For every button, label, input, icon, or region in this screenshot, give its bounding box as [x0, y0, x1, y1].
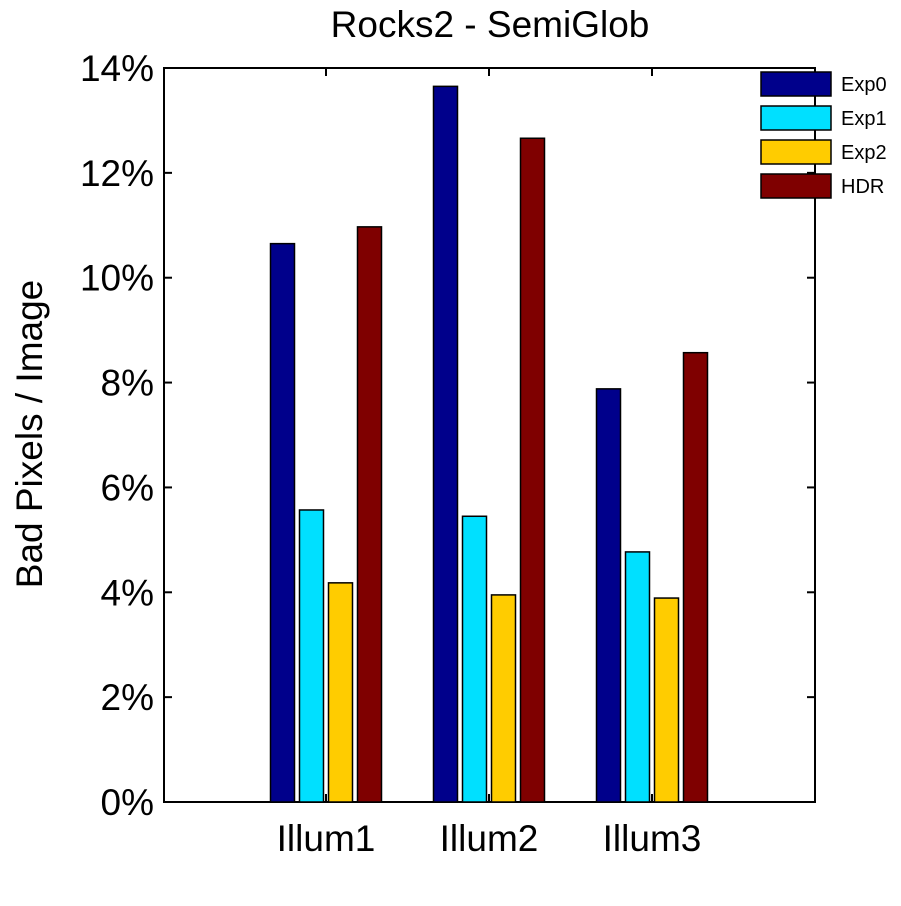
- chart-title: Rocks2 - SemiGlob: [331, 4, 650, 45]
- y-tick-label: 0%: [101, 782, 154, 823]
- bar-exp0-illum3: [595, 388, 622, 803]
- y-axis-label: Bad Pixels / Image: [9, 280, 50, 588]
- legend-swatch-hdr: [760, 173, 832, 199]
- legend-swatch-exp0: [760, 71, 832, 97]
- legend-label-exp1: Exp1: [841, 108, 887, 130]
- bar-exp2-illum1: [327, 582, 354, 803]
- bar-hdr-illum1: [356, 226, 383, 803]
- bar-exp1-illum3: [624, 551, 651, 803]
- x-tick-label: Illum3: [603, 818, 702, 859]
- legend-label-exp2: Exp2: [841, 142, 887, 164]
- legend-swatch-exp2: [760, 139, 832, 165]
- legend-label-exp0: Exp0: [841, 74, 887, 96]
- legend: Exp0 Exp1 Exp2 HDR: [760, 71, 887, 199]
- y-tick-label: 6%: [101, 467, 154, 508]
- plot-area: 0% 2% 4% 6% 8% 10% 12% 14% Illum1 Illum2 Illum3: [80, 48, 816, 859]
- legend-label-hdr: HDR: [841, 176, 884, 198]
- x-tick-label: Illum1: [277, 818, 376, 859]
- legend-swatch-exp1: [760, 105, 832, 131]
- bar-exp0-illum1: [269, 242, 296, 803]
- bar-exp0-illum2: [432, 85, 459, 803]
- plot-frame: [163, 67, 816, 803]
- y-tick-label: 12%: [80, 153, 154, 194]
- y-tick-label: 4%: [101, 572, 154, 613]
- bar-exp2-illum3: [653, 597, 680, 803]
- x-tick-label: Illum2: [440, 818, 539, 859]
- bar-hdr-illum2: [519, 137, 546, 803]
- y-tick-label: 14%: [80, 48, 154, 89]
- bar-exp1-illum2: [461, 515, 488, 803]
- y-tick-label: 2%: [101, 677, 154, 718]
- bar-exp1-illum1: [298, 509, 325, 803]
- bar-exp2-illum2: [490, 594, 517, 803]
- y-tick-label: 8%: [101, 363, 154, 404]
- y-tick-label: 10%: [80, 258, 154, 299]
- bar-hdr-illum3: [682, 351, 709, 803]
